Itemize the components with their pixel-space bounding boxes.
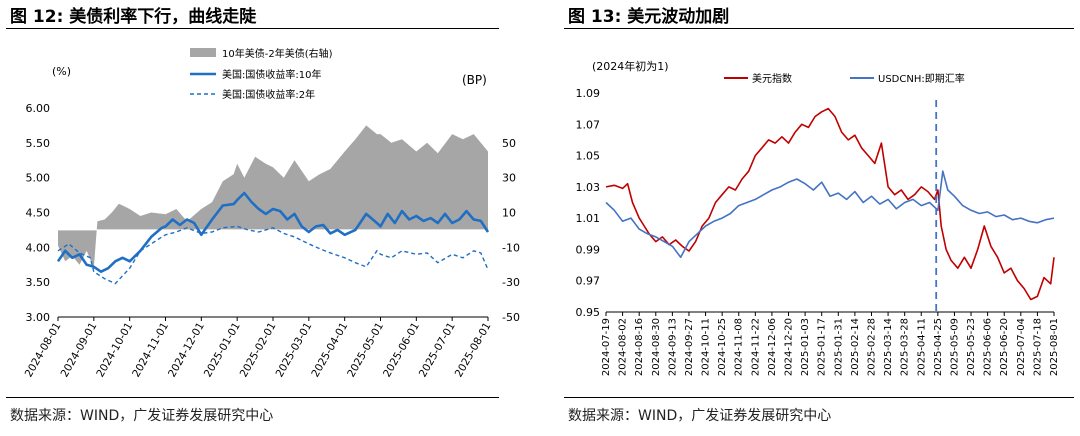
legend-label: 美国:国债收益率:10年 bbox=[222, 68, 321, 81]
x-tick-label: 2024-09-01 bbox=[59, 321, 100, 380]
x-tick-label: 2024-11-01 bbox=[130, 321, 171, 380]
y-tick-label-right: 10 bbox=[502, 207, 516, 220]
x-tick-label: 2024-07-19 bbox=[601, 318, 612, 376]
y-tick-label: 1.05 bbox=[576, 150, 601, 163]
x-tick-label: 2025-04-25 bbox=[933, 318, 944, 376]
x-tick-label: 2024-10-01 bbox=[94, 321, 135, 380]
x-tick-label: 2024-12-06 bbox=[767, 318, 778, 376]
y-tick-label-right: -10 bbox=[502, 241, 520, 254]
chart-13-svg: (2024年初为1) 美元指数 USDCNH:即期汇率 1.09 1.07 1.05 1.0… bbox=[576, 59, 1061, 376]
x-tick-label: 2025-02-28 bbox=[866, 318, 877, 376]
x-tick-label: 2025-04-11 bbox=[916, 318, 927, 376]
chart-title: 图 12: 美债利率下行，曲线走陡 bbox=[10, 7, 257, 27]
y-tick-label: 1.03 bbox=[576, 181, 601, 194]
x-tick-label: 2025-05-01 bbox=[345, 321, 386, 380]
x-tick-label: 2025-03-28 bbox=[900, 318, 911, 376]
left-unit-label: (%) bbox=[52, 65, 71, 78]
y-tick-label-right: -30 bbox=[502, 276, 520, 289]
x-tick-label: 2025-01-03 bbox=[800, 318, 811, 376]
series-line-usdcnh bbox=[605, 170, 1055, 259]
y-tick-label: 1.07 bbox=[576, 118, 601, 131]
x-tick-label: 2025-03-01 bbox=[274, 321, 315, 380]
y-tick-label-left: 4.50 bbox=[26, 207, 51, 220]
y-tick-label-left: 5.00 bbox=[26, 172, 51, 185]
source-rule bbox=[564, 397, 1074, 398]
y-tick-label-left: 3.00 bbox=[26, 311, 51, 324]
y-tick-label: 0.97 bbox=[576, 275, 601, 288]
chart-panel-13: 图 13: 美元波动加剧 (2024年初为1) 美元指数 USDCNH:即期汇率 1.… bbox=[558, 0, 1080, 436]
x-tick-label: 2024-12-01 bbox=[166, 321, 207, 380]
x-tick-label: 2024-09-13 bbox=[667, 318, 678, 376]
legend-swatch-area bbox=[190, 48, 216, 57]
source-rule bbox=[6, 397, 499, 398]
legend-label: 10年美债-2年美债(右轴) bbox=[222, 47, 333, 60]
legend-label: 美国:国债收益率:2年 bbox=[222, 88, 315, 101]
source-note: 数据来源：WIND，广发证券发展研究中心 bbox=[568, 408, 832, 424]
x-tick-label: 2025-06-20 bbox=[999, 318, 1010, 376]
y-tick-label-left: 3.50 bbox=[26, 276, 51, 289]
area-spread-10y-2y bbox=[58, 125, 488, 269]
x-tick-label: 2024-10-25 bbox=[717, 318, 728, 376]
title-rule bbox=[564, 28, 1074, 29]
x-tick-label: 2025-05-23 bbox=[966, 318, 977, 376]
y-tick-label-right: 50 bbox=[502, 137, 516, 150]
title-rule bbox=[6, 28, 499, 29]
legend-label: 美元指数 bbox=[752, 72, 792, 85]
source-note: 数据来源：WIND，广发证券发展研究中心 bbox=[10, 408, 274, 424]
chart-panel-12: 图 12: 美债利率下行，曲线走陡 6.00 5.50 5.00 4.50 4.00 3.… bbox=[0, 0, 520, 436]
x-tick-label: 2025-02-01 bbox=[238, 321, 279, 380]
x-tick-label: 2025-01-01 bbox=[202, 321, 243, 380]
x-tick-label: 2025-03-14 bbox=[883, 318, 894, 376]
series-line-usd-index bbox=[605, 107, 1055, 301]
series-line-2y bbox=[57, 225, 489, 285]
y-tick-label: 0.95 bbox=[576, 306, 601, 319]
x-tick-label: 2025-02-14 bbox=[850, 318, 861, 376]
x-tick-label: 2025-08-01 bbox=[1049, 318, 1060, 376]
x-tick-label: 2024-08-30 bbox=[651, 318, 662, 376]
x-tick-label: 2025-04-01 bbox=[309, 321, 350, 380]
x-tick-label: 2025-08-01 bbox=[453, 321, 494, 380]
unit-note: (2024年初为1) bbox=[592, 59, 669, 73]
x-tick-label: 2025-06-01 bbox=[381, 321, 422, 380]
x-tick-label: 2025-07-04 bbox=[1016, 318, 1027, 376]
x-tick-label: 2024-08-01 bbox=[23, 321, 64, 380]
legend-label: USDCNH:即期汇率 bbox=[878, 72, 965, 85]
y-tick-label-left: 5.50 bbox=[26, 137, 51, 150]
x-tick-label: 2024-11-08 bbox=[734, 318, 745, 376]
x-tick-label: 2024-12-20 bbox=[784, 318, 795, 376]
x-tick-label: 2024-10-11 bbox=[701, 318, 712, 376]
chart-title: 图 13: 美元波动加剧 bbox=[568, 7, 730, 27]
y-tick-label-right: -50 bbox=[502, 311, 520, 324]
x-tick-label: 2025-07-18 bbox=[1032, 318, 1043, 376]
right-unit-label: (BP) bbox=[462, 73, 487, 87]
x-tick-label: 2025-05-09 bbox=[949, 318, 960, 376]
y-tick-label: 0.99 bbox=[576, 243, 601, 256]
y-tick-label: 1.01 bbox=[576, 212, 601, 225]
x-tick-label: 2025-07-01 bbox=[417, 320, 458, 379]
x-tick-label: 2024-09-27 bbox=[684, 318, 695, 376]
x-tick-label: 2024-08-16 bbox=[634, 318, 645, 376]
x-tick-label: 2025-01-17 bbox=[817, 318, 828, 376]
chart-12-svg: 6.00 5.50 5.00 4.50 4.00 3.50 3.00 50 30 10 -10 -30… bbox=[23, 47, 520, 380]
x-tick-label: 2024-08-02 bbox=[618, 318, 629, 376]
series-line-10y bbox=[56, 191, 490, 273]
y-tick-label-left: 4.00 bbox=[26, 241, 51, 254]
y-tick-label-right: 30 bbox=[502, 172, 516, 185]
y-tick-label: 1.09 bbox=[576, 87, 601, 100]
y-tick-label-left: 6.00 bbox=[26, 102, 51, 115]
x-tick-label: 2025-01-31 bbox=[833, 318, 844, 376]
x-tick-label: 2025-06-06 bbox=[983, 318, 994, 376]
x-tick-label: 2024-11-22 bbox=[750, 318, 761, 376]
